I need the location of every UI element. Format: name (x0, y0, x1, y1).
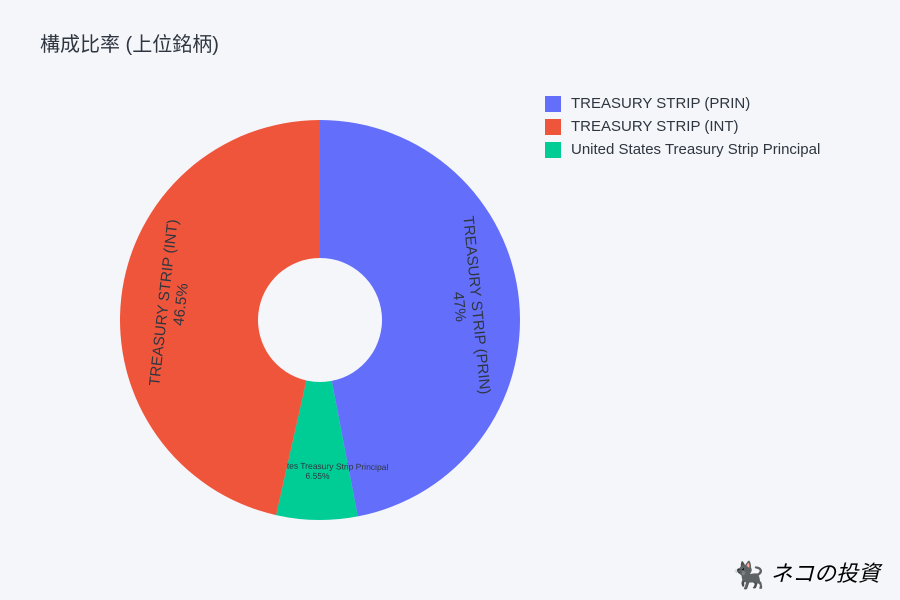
watermark-text: ネコの投資 (770, 556, 880, 588)
legend-item[interactable]: United States Treasury Strip Principal (545, 141, 820, 158)
legend-label: TREASURY STRIP (INT) (571, 118, 739, 135)
donut-chart: TREASURY STRIP (PRIN) 47% United States Tr… (0, 0, 900, 600)
legend-item[interactable]: TREASURY STRIP (PRIN) (545, 95, 820, 112)
cat-icon: 🐈‍⬛ (732, 562, 764, 588)
donut-slice[interactable] (320, 120, 520, 516)
legend-swatch (545, 96, 561, 112)
legend-item[interactable]: TREASURY STRIP (INT) (545, 118, 820, 135)
legend-label: TREASURY STRIP (PRIN) (571, 95, 750, 112)
svg-text:6.55%: 6.55% (305, 471, 330, 481)
chart-canvas: 構成比率 (上位銘柄) TREASURY STRIP (PRIN)47%Unit… (0, 0, 900, 600)
watermark: 🐈‍⬛ ネコの投資 (732, 556, 880, 588)
legend-label: United States Treasury Strip Principal (571, 141, 820, 158)
legend-swatch (545, 119, 561, 135)
legend: TREASURY STRIP (PRIN) TREASURY STRIP (INT… (545, 95, 820, 158)
svg-text:47%: 47% (449, 291, 469, 323)
legend-swatch (545, 142, 561, 158)
